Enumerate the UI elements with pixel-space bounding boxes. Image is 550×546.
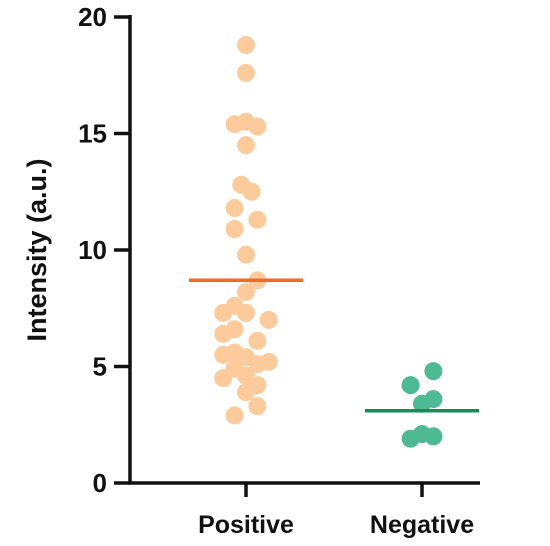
y-tick-label: 15: [78, 119, 107, 149]
y-axis-title: Intensity (a.u.): [22, 158, 52, 341]
data-point-positive: [248, 210, 267, 229]
data-point-positive: [237, 136, 255, 155]
data-point-positive: [214, 324, 233, 343]
data-point-negative: [424, 427, 443, 446]
data-point-positive: [214, 303, 233, 322]
y-tick-label: 20: [78, 2, 107, 32]
data-point-positive: [248, 331, 267, 350]
data-point-negative: [413, 394, 431, 413]
data-point-positive: [237, 282, 255, 301]
data-point-positive: [242, 182, 261, 201]
data-point-positive: [237, 35, 255, 54]
data-point-positive: [225, 220, 244, 239]
data-point-positive: [237, 383, 255, 402]
mean-lines: [189, 278, 479, 413]
data-points: [214, 35, 443, 448]
data-point-positive: [237, 303, 255, 322]
data-point-positive: [225, 406, 244, 425]
data-point-negative: [424, 362, 443, 381]
data-point-negative: [401, 376, 420, 395]
data-point-positive: [248, 397, 267, 416]
data-point-positive: [225, 199, 244, 218]
x-tick-label-positive: Positive: [198, 511, 294, 539]
data-point-positive: [237, 63, 255, 82]
data-point-positive: [237, 245, 255, 264]
data-point-positive: [248, 117, 267, 136]
y-tick-label: 0: [93, 468, 107, 498]
data-point-positive: [259, 352, 278, 371]
y-tick-label: 5: [93, 352, 107, 382]
x-tick-label-negative: Negative: [370, 511, 474, 539]
data-point-positive: [214, 369, 233, 388]
y-tick-label: 10: [78, 235, 107, 265]
data-point-positive: [259, 310, 278, 329]
axes: 0 5 10 15 20 Positive Negative: [78, 2, 480, 539]
